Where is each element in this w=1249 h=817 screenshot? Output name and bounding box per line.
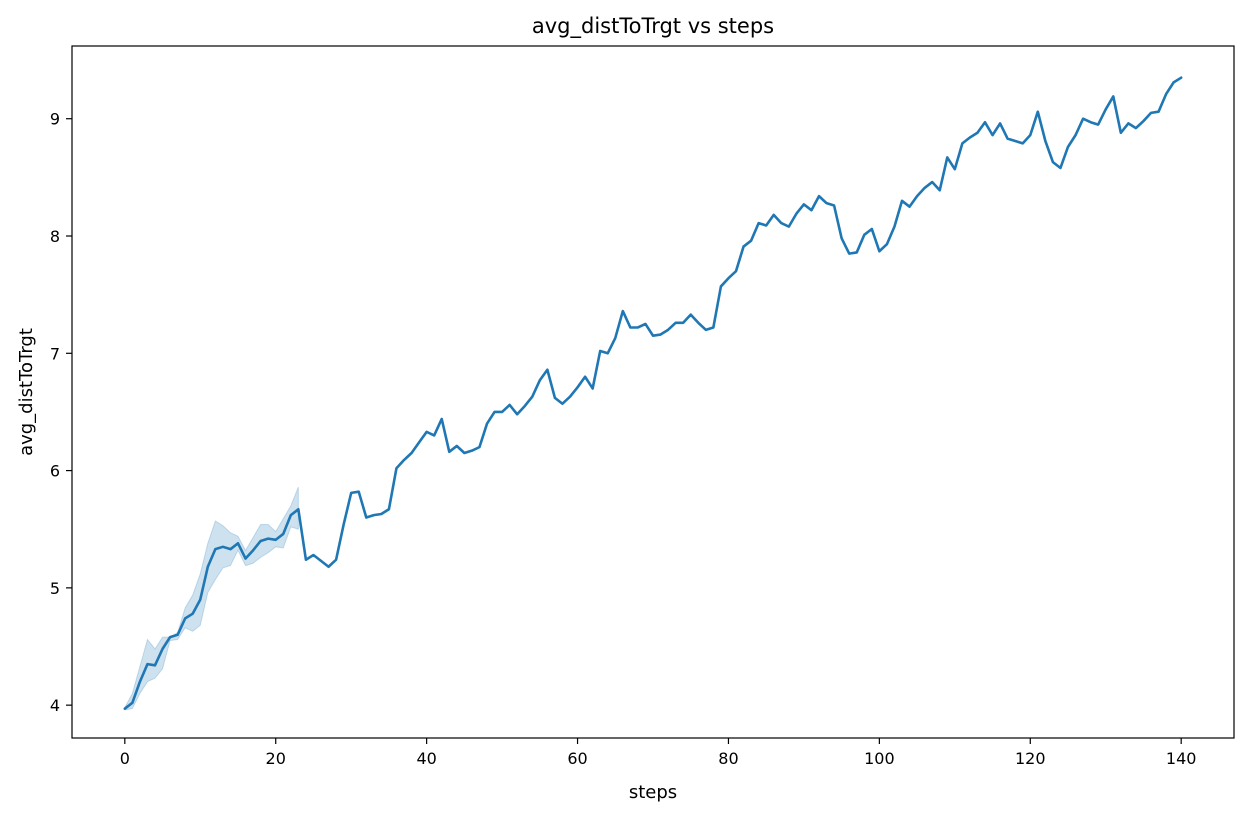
y-axis: 4 5 6 7 8 9	[50, 110, 72, 715]
confidence-band-layer	[124, 486, 299, 711]
x-tick-label: 140	[1166, 749, 1197, 768]
y-tick-label: 4	[50, 696, 60, 715]
series-line-layer	[123, 76, 1183, 710]
y-tick-label: 9	[50, 110, 60, 129]
plot-area-frame	[71, 45, 1235, 739]
y-tick-label: 5	[50, 579, 60, 598]
x-tick-label: 120	[1015, 749, 1046, 768]
x-axis: 0 20 40 60 80 100 120 140	[120, 738, 1197, 768]
confidence-band	[124, 486, 299, 711]
y-tick-label: 6	[50, 462, 60, 481]
x-tick-label: 100	[864, 749, 895, 768]
x-tick-label: 20	[266, 749, 286, 768]
x-tick-label: 40	[416, 749, 436, 768]
y-tick-label: 8	[50, 227, 60, 246]
x-tick-label: 60	[567, 749, 587, 768]
chart-title: avg_distToTrgt vs steps	[532, 14, 774, 39]
series-line	[123, 76, 1183, 710]
y-tick-label: 7	[50, 344, 60, 363]
x-tick-label: 80	[718, 749, 738, 768]
x-axis-label: steps	[629, 782, 677, 803]
y-axis-label: avg_distToTrgt	[16, 328, 37, 456]
x-tick-label: 0	[120, 749, 130, 768]
